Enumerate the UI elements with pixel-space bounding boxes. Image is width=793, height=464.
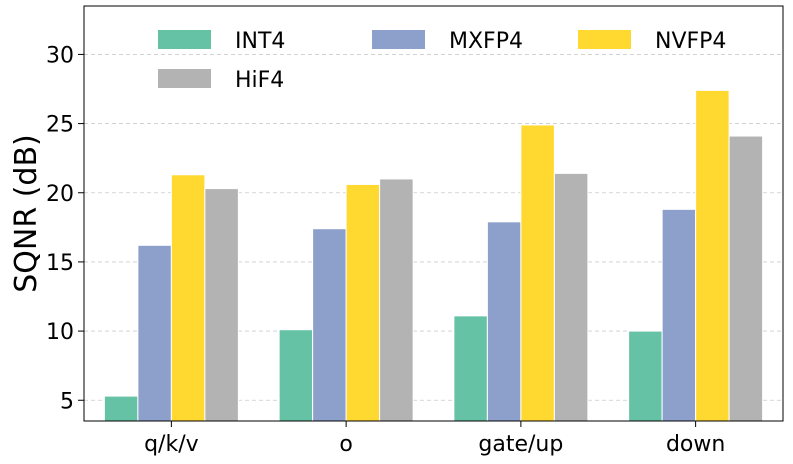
y-tick-label: 30 bbox=[46, 43, 74, 68]
legend-swatch-nvfp4 bbox=[578, 30, 631, 49]
bar-hif4-2 bbox=[553, 172, 589, 422]
legend-label-hif4: HiF4 bbox=[235, 68, 284, 93]
legend-label-nvfp4: NVFP4 bbox=[655, 29, 726, 54]
x-tick-label: q/k/v bbox=[144, 432, 199, 457]
x-tick-label: gate/up bbox=[478, 432, 563, 457]
bar-mxfp4-1 bbox=[312, 228, 347, 422]
bar-int4-3 bbox=[628, 330, 663, 422]
bar-mxfp4-2 bbox=[486, 221, 522, 422]
y-axis-label: SQNR (dB) bbox=[9, 134, 44, 293]
plot-frame bbox=[83, 5, 784, 422]
bar-mxfp4-3 bbox=[661, 208, 697, 422]
x-tick-label: down bbox=[666, 432, 725, 457]
legend: INT4 MXFP4 NVFP4 HiF4 bbox=[158, 29, 726, 93]
bar-hif4-1 bbox=[379, 178, 414, 422]
y-tick-label: 5 bbox=[60, 389, 74, 414]
bars bbox=[103, 89, 764, 422]
legend-swatch-int4 bbox=[158, 30, 211, 49]
y-tick-label: 20 bbox=[46, 182, 74, 207]
legend-label-mxfp4: MXFP4 bbox=[449, 29, 523, 54]
bar-int4-0 bbox=[103, 395, 139, 422]
y-tick-label: 15 bbox=[46, 251, 74, 276]
bar-hif4-0 bbox=[204, 188, 239, 422]
legend-label-int4: INT4 bbox=[235, 29, 285, 54]
bar-nvfp4-2 bbox=[520, 124, 555, 422]
x-axis: q/k/v o gate/up down bbox=[144, 421, 725, 457]
bar-int4-1 bbox=[278, 329, 314, 422]
legend-swatch-mxfp4 bbox=[372, 30, 425, 49]
y-tick-label: 25 bbox=[46, 113, 74, 138]
bar-nvfp4-0 bbox=[170, 174, 206, 422]
legend-swatch-hif4 bbox=[158, 69, 211, 88]
y-axis: 5 10 15 20 25 30 bbox=[46, 43, 84, 414]
bar-hif4-3 bbox=[728, 135, 764, 422]
bar-mxfp4-0 bbox=[137, 244, 172, 422]
y-tick-label: 10 bbox=[46, 320, 74, 345]
bar-nvfp4-3 bbox=[695, 89, 730, 422]
x-tick-label: o bbox=[339, 432, 352, 457]
bar-int4-2 bbox=[453, 315, 488, 422]
bar-nvfp4-1 bbox=[345, 183, 381, 422]
